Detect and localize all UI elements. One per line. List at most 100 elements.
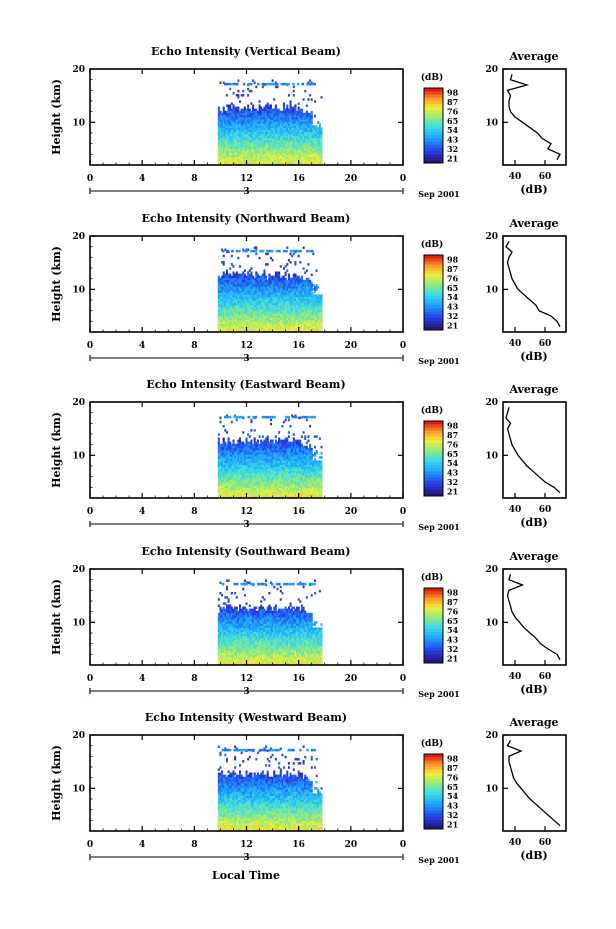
x-tick-label: 16 bbox=[292, 507, 305, 517]
colorbar-tick-label: 65 bbox=[447, 449, 458, 459]
colorbar-tick-label: 54 bbox=[447, 625, 459, 635]
colorbar-unit: (dB) bbox=[421, 738, 443, 749]
x-tick-label: 0 bbox=[400, 341, 406, 351]
profile-frame bbox=[502, 68, 567, 166]
colorbar-tick-label: 87 bbox=[447, 597, 458, 607]
panel-4: Echo Intensity (Westward Beam) 0 4 8 12 16 20 0… bbox=[50, 711, 567, 865]
y-tick-label: 20 bbox=[72, 232, 85, 242]
colorbar-tick-label: 87 bbox=[447, 763, 458, 773]
x-tick-label: 16 bbox=[292, 674, 305, 684]
profile-x-tick-label: 40 bbox=[509, 838, 522, 848]
colorbar-tick-label: 54 bbox=[447, 125, 459, 135]
heatmap-cells bbox=[217, 79, 323, 166]
x-axis-label: Local Time bbox=[212, 869, 280, 882]
colorbar-tick-label: 65 bbox=[447, 782, 458, 792]
date-label: Sep 2001 bbox=[418, 356, 460, 366]
upper-layer bbox=[224, 82, 316, 86]
profile-frame bbox=[502, 734, 567, 832]
panel-title: Echo Intensity (Vertical Beam) bbox=[151, 45, 341, 58]
profile-x-label: (dB) bbox=[520, 516, 547, 529]
colorbar-unit: (dB) bbox=[421, 239, 443, 250]
profile-title: Average bbox=[508, 217, 558, 230]
colorbar-tick-label: 43 bbox=[447, 302, 459, 312]
panel-2: Echo Intensity (Eastward Beam) 0 4 8 12 16 20 0… bbox=[50, 378, 567, 532]
panel-title: Echo Intensity (Southward Beam) bbox=[142, 545, 351, 558]
colorbar-tick-label: 21 bbox=[447, 819, 458, 829]
x-tick-label: 8 bbox=[191, 341, 197, 351]
profile-x-label: (dB) bbox=[520, 350, 547, 363]
x-tick-label: 4 bbox=[139, 341, 145, 351]
colorbar-tick-label: 65 bbox=[447, 283, 458, 293]
panel-3: Echo Intensity (Southward Beam) 0 4 8 12 16 20… bbox=[50, 545, 567, 699]
colorbar-tick-label: 21 bbox=[447, 486, 458, 496]
heatmap-cells bbox=[217, 745, 323, 832]
profile-x-label: (dB) bbox=[520, 183, 547, 196]
profile-line bbox=[506, 574, 561, 661]
day-label: 3 bbox=[243, 687, 249, 697]
colorbar-tick-label: 65 bbox=[447, 616, 458, 626]
x-tick-label: 20 bbox=[345, 507, 358, 517]
profile-x-tick-label: 60 bbox=[539, 672, 552, 682]
colorbar-tick-label: 32 bbox=[447, 311, 458, 321]
x-tick-label: 16 bbox=[292, 341, 305, 351]
profile-y-tick-label: 20 bbox=[485, 731, 498, 741]
profile-line bbox=[506, 74, 561, 161]
average-profile: Average 10 20 40 60(dB) bbox=[485, 716, 567, 862]
colorbar-tick-label: 54 bbox=[447, 791, 459, 801]
colorbar-tick-label: 43 bbox=[447, 801, 459, 811]
colorbar-tick-label: 43 bbox=[447, 135, 459, 145]
x-tick-label: 4 bbox=[139, 674, 145, 684]
profile-line bbox=[505, 240, 561, 328]
panel-1: Echo Intensity (Northward Beam) 0 4 8 12 16 20… bbox=[50, 212, 567, 366]
y-tick-label: 10 bbox=[72, 618, 85, 628]
y-axis-label: Height (km) bbox=[50, 246, 63, 322]
heatmap-cells bbox=[217, 414, 323, 499]
colorbar-tick-label: 98 bbox=[447, 255, 459, 265]
profile-title: Average bbox=[508, 50, 558, 63]
heatmap-cells bbox=[217, 246, 323, 333]
x-tick-label: 12 bbox=[240, 840, 253, 850]
colorbar-tick-label: 65 bbox=[447, 116, 458, 126]
x-tick-label: 0 bbox=[400, 674, 406, 684]
x-tick-label: 20 bbox=[345, 174, 358, 184]
profile-y-tick-label: 20 bbox=[485, 65, 498, 75]
x-tick-label: 16 bbox=[292, 840, 305, 850]
profile-x-tick-label: 40 bbox=[509, 505, 522, 515]
day-label: 3 bbox=[243, 354, 249, 364]
profile-y-tick-label: 20 bbox=[485, 565, 498, 575]
profile-title: Average bbox=[508, 716, 558, 729]
x-tick-label: 8 bbox=[191, 174, 197, 184]
y-axis-label: Height (km) bbox=[50, 579, 63, 655]
x-tick-label: 8 bbox=[191, 674, 197, 684]
colorbar-tick-label: 76 bbox=[447, 606, 459, 616]
colorbar-tick-label: 32 bbox=[447, 644, 458, 654]
colorbar-tick-label: 76 bbox=[447, 106, 459, 116]
colorbar-tick-label: 43 bbox=[447, 468, 459, 478]
profile-frame bbox=[502, 568, 567, 666]
colorbar-tick-label: 87 bbox=[447, 97, 458, 107]
x-tick-label: 20 bbox=[345, 674, 358, 684]
x-tick-label: 4 bbox=[139, 840, 145, 850]
x-tick-label: 0 bbox=[87, 174, 93, 184]
profile-x-tick-label: 60 bbox=[539, 172, 552, 182]
x-tick-label: 12 bbox=[240, 174, 253, 184]
colorbar-tick-label: 43 bbox=[447, 635, 459, 645]
profile-x-label: (dB) bbox=[520, 683, 547, 696]
y-tick-label: 20 bbox=[72, 731, 85, 741]
profile-line bbox=[505, 407, 561, 494]
y-tick-label: 10 bbox=[72, 784, 85, 794]
profile-y-tick-label: 20 bbox=[485, 232, 498, 242]
day-label: 3 bbox=[243, 853, 249, 863]
panel-title: Echo Intensity (Eastward Beam) bbox=[146, 378, 345, 391]
panel-title: Echo Intensity (Northward Beam) bbox=[142, 212, 351, 225]
x-tick-label: 8 bbox=[191, 507, 197, 517]
profile-title: Average bbox=[508, 550, 558, 563]
x-tick-label: 8 bbox=[191, 840, 197, 850]
date-label: Sep 2001 bbox=[418, 522, 460, 532]
average-profile: Average 10 20 40 60(dB) bbox=[485, 217, 567, 363]
x-tick-label: 4 bbox=[139, 174, 145, 184]
y-axis-label: Height (km) bbox=[50, 79, 63, 155]
x-tick-label: 12 bbox=[240, 341, 253, 351]
